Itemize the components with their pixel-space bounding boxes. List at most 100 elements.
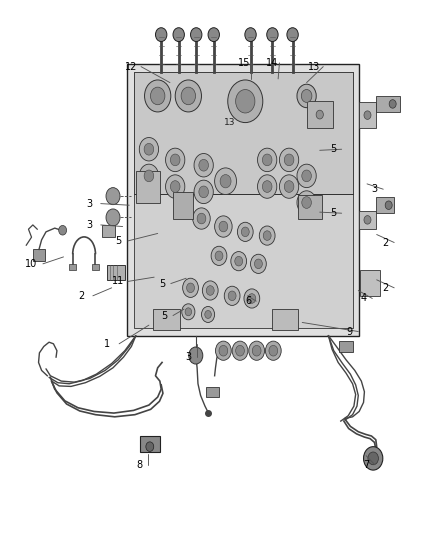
Text: 3: 3 (87, 199, 93, 208)
Circle shape (205, 310, 211, 318)
Text: 5: 5 (161, 311, 167, 320)
Circle shape (279, 175, 299, 198)
Circle shape (269, 345, 278, 356)
Text: 3: 3 (371, 184, 378, 194)
Circle shape (236, 345, 244, 356)
Circle shape (215, 168, 237, 195)
Bar (307, 101, 333, 128)
Circle shape (244, 289, 260, 308)
Text: 2: 2 (382, 238, 389, 247)
FancyBboxPatch shape (102, 225, 115, 237)
Text: 8: 8 (136, 460, 142, 470)
Bar (69, 264, 76, 270)
Circle shape (166, 175, 185, 198)
Circle shape (144, 170, 154, 182)
Circle shape (145, 80, 171, 112)
Text: 6: 6 (246, 296, 252, 306)
Circle shape (106, 188, 120, 205)
Circle shape (252, 345, 261, 356)
Circle shape (364, 111, 371, 119)
Text: 2: 2 (78, 291, 84, 301)
Circle shape (302, 170, 311, 182)
Text: 15: 15 (238, 58, 251, 68)
Text: 10: 10 (25, 259, 38, 269)
FancyBboxPatch shape (107, 265, 125, 280)
FancyBboxPatch shape (360, 270, 380, 296)
Bar (298, 195, 322, 219)
Circle shape (297, 84, 316, 108)
Circle shape (166, 148, 185, 172)
Circle shape (258, 148, 277, 172)
FancyBboxPatch shape (127, 64, 359, 336)
Circle shape (316, 110, 323, 119)
Text: 2: 2 (382, 283, 389, 293)
Circle shape (231, 252, 247, 271)
Circle shape (254, 259, 262, 269)
Circle shape (187, 283, 194, 293)
Circle shape (215, 341, 231, 360)
Circle shape (235, 256, 243, 266)
Circle shape (219, 221, 228, 232)
Text: 5: 5 (330, 144, 336, 154)
Circle shape (106, 209, 120, 226)
Circle shape (262, 181, 272, 192)
Text: 13: 13 (308, 62, 321, 71)
Circle shape (265, 341, 281, 360)
Text: 11: 11 (112, 277, 124, 286)
Bar (153, 309, 180, 330)
Circle shape (364, 447, 383, 470)
Circle shape (144, 143, 154, 155)
Circle shape (183, 278, 198, 297)
FancyBboxPatch shape (376, 96, 400, 112)
Circle shape (284, 154, 294, 166)
Circle shape (220, 174, 231, 188)
Circle shape (202, 281, 218, 300)
Text: 3: 3 (185, 352, 191, 362)
Circle shape (232, 341, 248, 360)
Text: 13: 13 (224, 118, 236, 127)
Bar (136, 171, 160, 203)
FancyBboxPatch shape (134, 72, 353, 195)
Text: 5: 5 (159, 279, 165, 288)
Circle shape (279, 148, 299, 172)
Text: 5: 5 (115, 236, 121, 246)
Circle shape (301, 90, 312, 102)
Circle shape (181, 87, 195, 104)
FancyBboxPatch shape (33, 249, 45, 261)
FancyBboxPatch shape (140, 436, 160, 452)
Circle shape (151, 87, 165, 104)
Circle shape (139, 164, 159, 188)
FancyBboxPatch shape (339, 341, 353, 352)
Circle shape (287, 28, 298, 42)
Circle shape (251, 254, 266, 273)
Circle shape (228, 291, 236, 301)
Circle shape (155, 28, 167, 42)
FancyBboxPatch shape (359, 102, 376, 128)
Circle shape (185, 308, 192, 316)
FancyBboxPatch shape (376, 197, 394, 213)
Circle shape (173, 28, 184, 42)
Circle shape (215, 216, 232, 237)
Circle shape (182, 304, 195, 320)
Circle shape (170, 181, 180, 192)
Text: 9: 9 (346, 327, 353, 336)
Bar (92, 264, 99, 270)
Circle shape (237, 222, 253, 241)
Circle shape (219, 345, 228, 356)
Circle shape (245, 28, 256, 42)
Circle shape (368, 452, 378, 465)
Circle shape (175, 80, 201, 112)
Circle shape (267, 28, 278, 42)
Circle shape (224, 286, 240, 305)
Bar (173, 192, 193, 219)
Circle shape (193, 208, 210, 229)
Circle shape (146, 442, 154, 451)
Circle shape (297, 164, 316, 188)
Circle shape (249, 341, 265, 360)
Circle shape (197, 213, 206, 224)
Circle shape (248, 294, 256, 303)
Circle shape (199, 159, 208, 171)
Circle shape (313, 107, 326, 123)
Text: 12: 12 (125, 62, 138, 71)
Circle shape (199, 186, 208, 198)
